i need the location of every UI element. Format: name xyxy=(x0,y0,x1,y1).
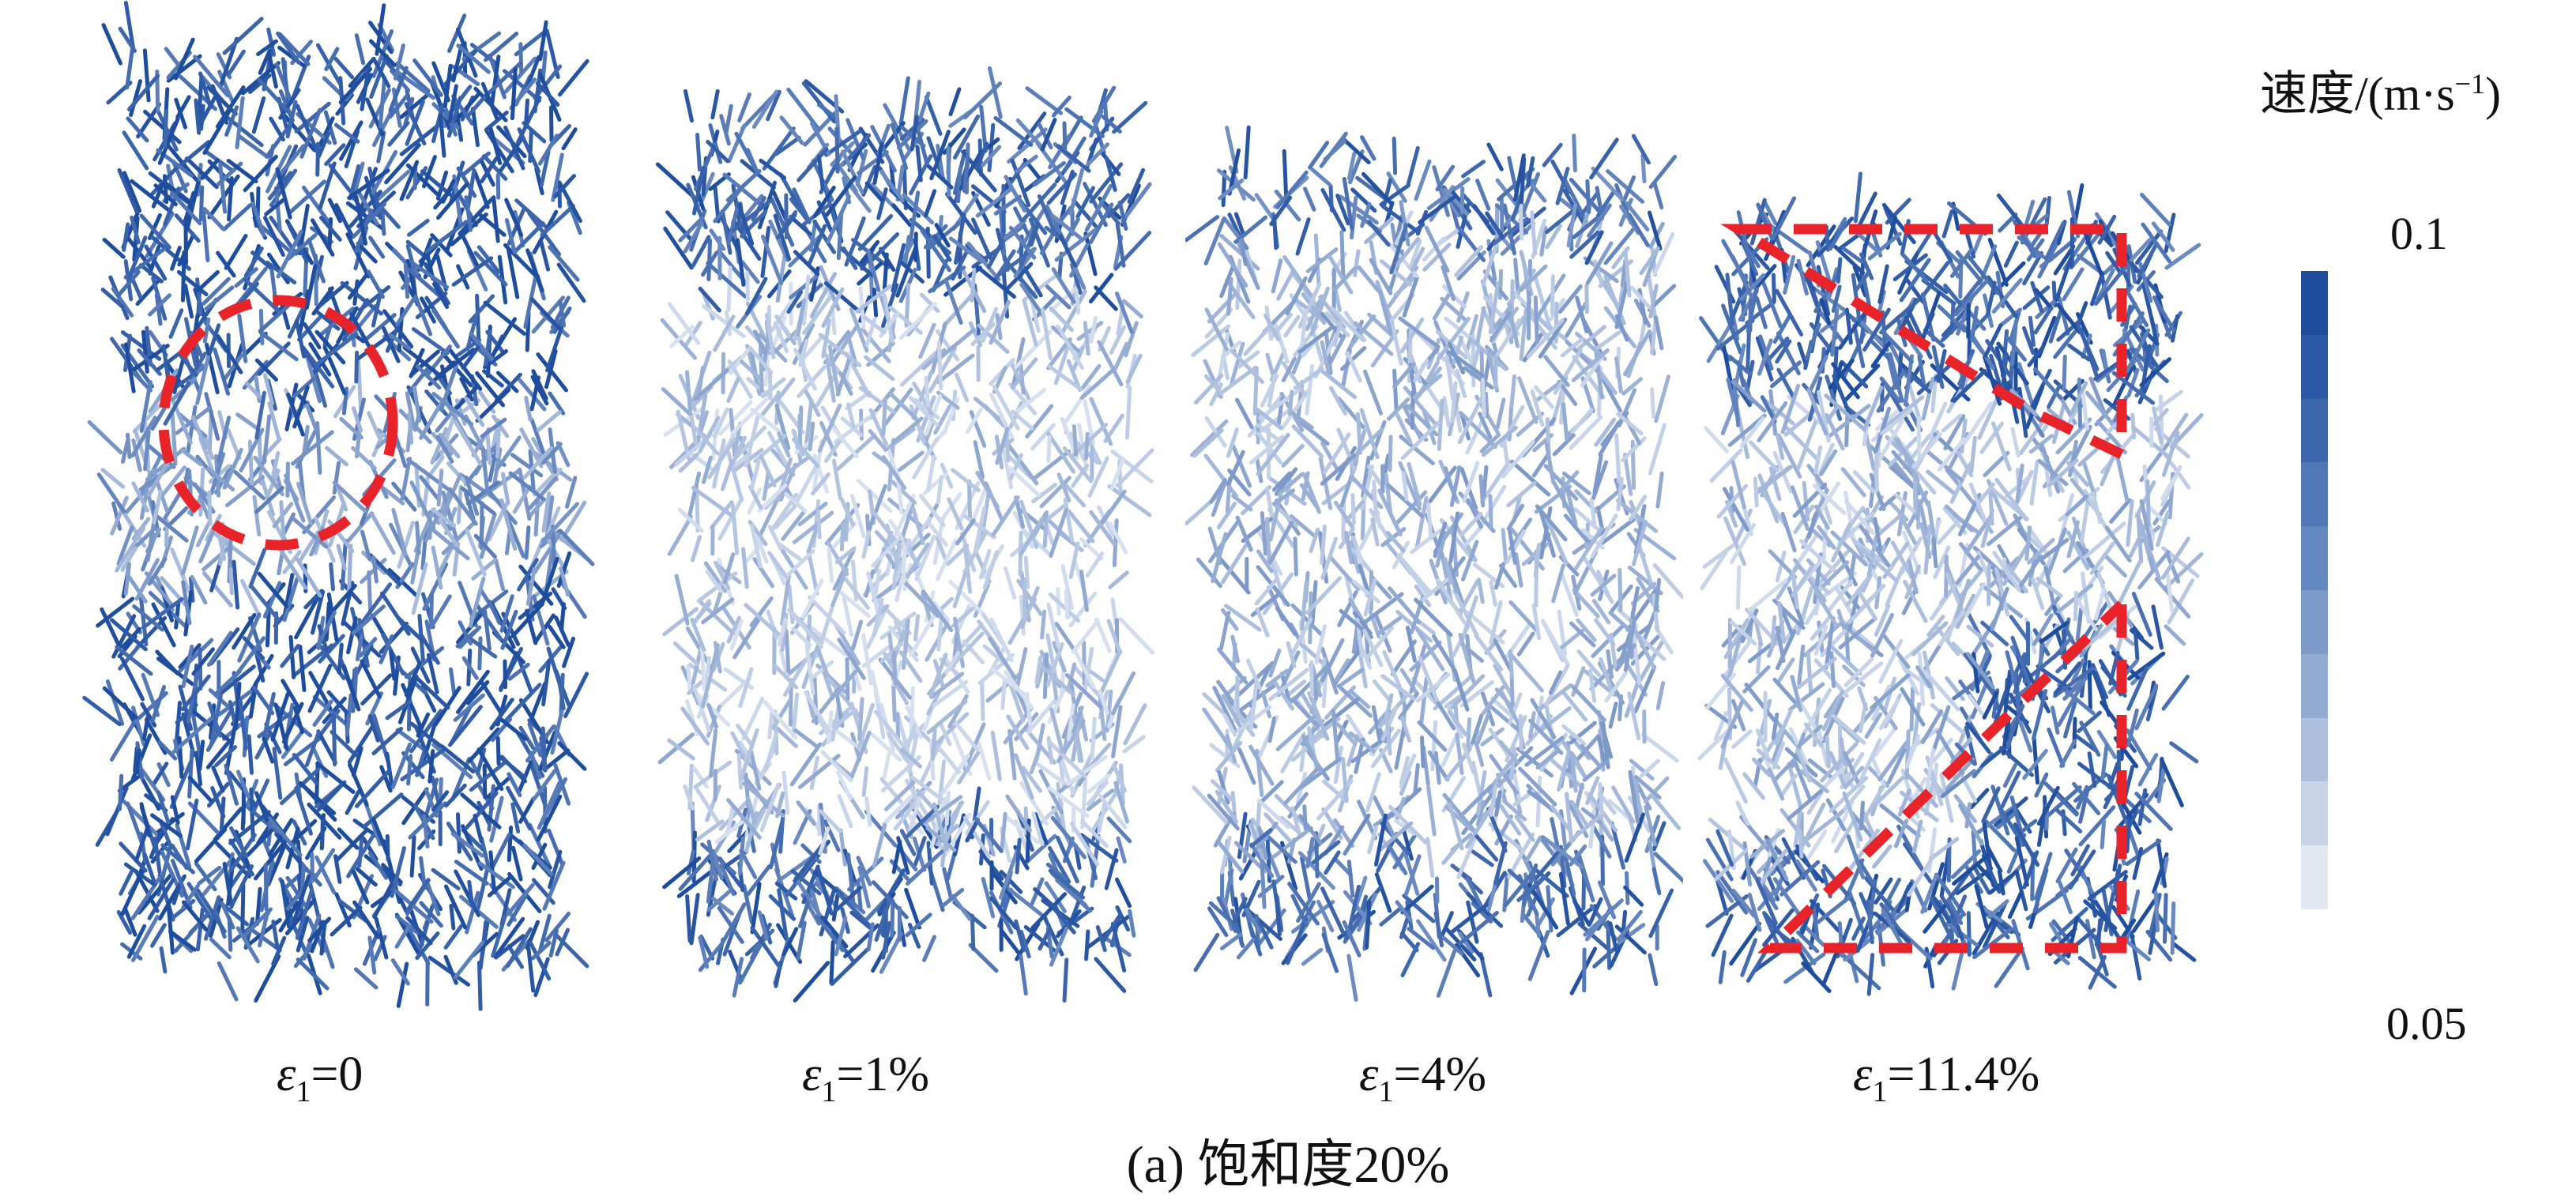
legend-max-label: 0.1 xyxy=(2390,208,2448,259)
color-bar-segment xyxy=(2301,462,2328,527)
legend-title: 速度/(m·s−1) xyxy=(2260,68,2501,120)
velocity-arrows xyxy=(82,1,595,1011)
velocity-field-panel-2 xyxy=(632,0,1185,1027)
highlight-dashed-outline xyxy=(1757,600,2127,954)
strain-label-4: ε1=11.4% xyxy=(1853,1048,2040,1108)
color-bar-segment xyxy=(2301,526,2328,590)
color-bar-segment xyxy=(2301,845,2328,909)
color-bar xyxy=(2301,271,2328,909)
color-bar-segment xyxy=(2301,271,2328,335)
highlight-dashed-circle xyxy=(158,295,398,551)
strain-label-1: ε1=0 xyxy=(277,1048,363,1108)
color-bar-segment xyxy=(2301,653,2328,718)
color-bar-segment xyxy=(2301,334,2328,399)
velocity-arrows xyxy=(1697,171,2204,996)
velocity-arrows xyxy=(1185,125,1683,1002)
color-bar-segment xyxy=(2301,717,2328,782)
figure-caption: (a) 饱和度20% xyxy=(1126,1136,1450,1194)
legend-min-label: 0.05 xyxy=(2386,998,2467,1049)
velocity-field-panel-3 xyxy=(1185,0,1683,1027)
velocity-field-panel-1 xyxy=(0,0,632,1027)
strain-label-2: ε1=1% xyxy=(802,1048,930,1108)
velocity-field-panel-4 xyxy=(1683,0,2228,1027)
highlight-dashed-outline xyxy=(1720,224,2127,463)
color-bar-segment xyxy=(2301,781,2328,846)
strain-label-3: ε1=4% xyxy=(1359,1048,1487,1108)
velocity-arrows xyxy=(655,66,1154,1003)
color-bar-segment xyxy=(2301,398,2328,463)
color-bar-segment xyxy=(2301,589,2328,654)
